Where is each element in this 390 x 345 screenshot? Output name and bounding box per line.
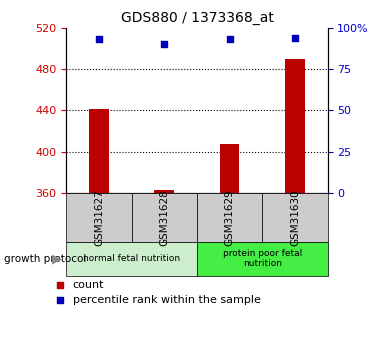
Point: [161, 41, 167, 47]
Title: GDS880 / 1373368_at: GDS880 / 1373368_at: [121, 11, 273, 25]
Bar: [220, 144, 239, 193]
Bar: [89, 109, 109, 193]
Point: [292, 35, 298, 40]
Text: count: count: [73, 280, 104, 290]
Bar: [154, 190, 174, 193]
Text: GSM31627: GSM31627: [94, 189, 104, 246]
Point: [57, 282, 63, 287]
Text: ▶: ▶: [52, 252, 61, 265]
Text: percentile rank within the sample: percentile rank within the sample: [73, 295, 261, 305]
Text: normal fetal nutrition: normal fetal nutrition: [83, 254, 180, 263]
Text: GSM31630: GSM31630: [290, 189, 300, 246]
Point: [227, 37, 233, 42]
Text: growth protocol: growth protocol: [4, 254, 86, 264]
Text: GSM31629: GSM31629: [225, 189, 235, 246]
Text: GSM31628: GSM31628: [159, 189, 169, 246]
Point: [57, 297, 63, 303]
Text: protein poor fetal
nutrition: protein poor fetal nutrition: [223, 249, 302, 268]
Point: [96, 37, 102, 42]
Bar: [285, 59, 305, 193]
